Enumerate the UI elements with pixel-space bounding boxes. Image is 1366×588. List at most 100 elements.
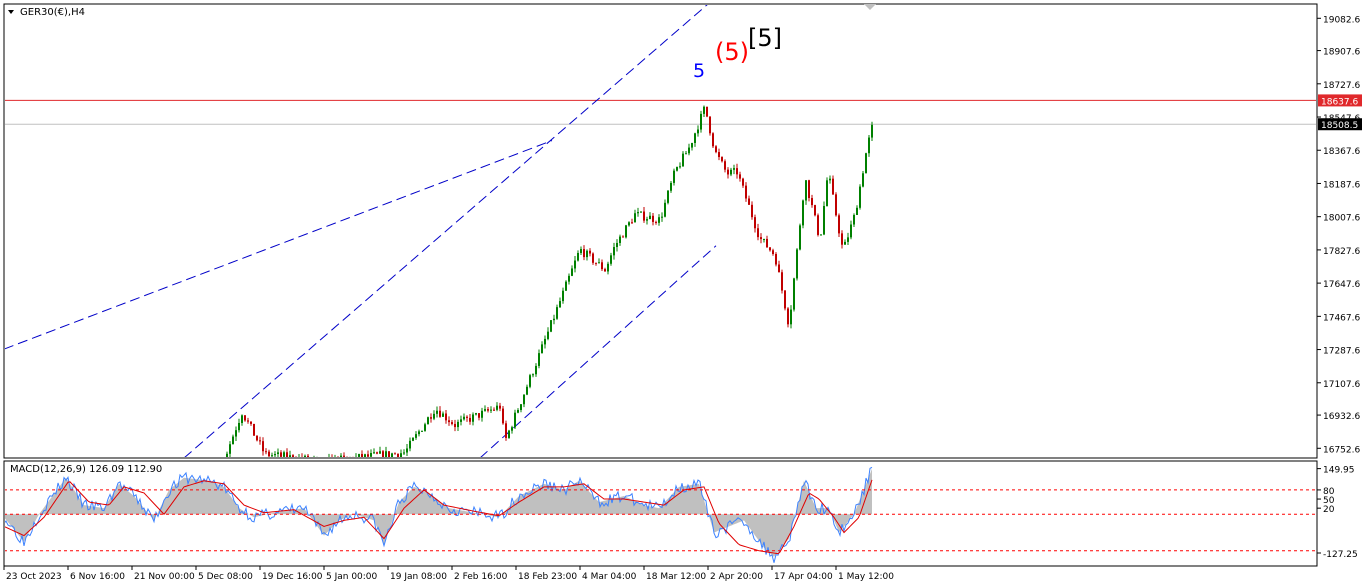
candle-body [508, 430, 510, 438]
candle-body [253, 423, 255, 436]
time-tick-label: 17 Apr 04:00 [774, 572, 833, 582]
time-tick-label: 6 Nov 16:00 [70, 572, 125, 582]
candle-body [556, 307, 558, 319]
candle-body [772, 250, 774, 254]
candle-body [376, 452, 378, 454]
candles-group [226, 105, 873, 457]
candle-body [745, 185, 747, 199]
candle-body [412, 437, 414, 441]
price-tick-label: 16752.6 [1323, 445, 1360, 455]
candle-body [436, 410, 438, 414]
candle-body [712, 133, 714, 147]
candle-body [838, 215, 840, 234]
candle-body [475, 413, 477, 415]
candle-body [394, 453, 396, 455]
candle-body [607, 263, 609, 272]
time-tick-label: 21 Nov 00:00 [134, 572, 195, 582]
candle-body [238, 422, 240, 431]
candle-body [784, 290, 786, 309]
candle-body [856, 207, 858, 215]
candle-body [250, 421, 252, 424]
candle-body [649, 215, 651, 220]
candle-body [679, 166, 681, 168]
candle-body [601, 262, 603, 270]
candle-body [853, 214, 855, 225]
trendline-3[interactable] [480, 245, 717, 458]
candle-body [751, 204, 753, 218]
trendline-2[interactable] [184, 4, 708, 458]
candle-body [691, 143, 693, 148]
macd-line [5, 466, 873, 563]
candle-body [793, 278, 795, 310]
candle-body [289, 455, 291, 457]
candle-body [760, 237, 762, 240]
candle-body [391, 453, 393, 457]
candle-body [589, 250, 591, 254]
price-panel[interactable]: 19082.618907.618727.618547.618367.618187… [3, 3, 1362, 539]
candle-body [718, 152, 720, 158]
candle-body [667, 190, 669, 203]
candle-body [286, 452, 288, 457]
candle-body [265, 451, 267, 453]
candle-body [247, 420, 249, 422]
candle-body [268, 451, 270, 457]
candle-body [262, 441, 264, 452]
dropdown-arrow-icon[interactable] [8, 10, 14, 14]
candle-body [505, 423, 507, 438]
candle-body [736, 168, 738, 175]
candle-body [577, 252, 579, 261]
candle-body [400, 453, 402, 457]
candle-body [730, 169, 732, 175]
candle-body [499, 405, 501, 409]
candle-body [346, 456, 348, 457]
time-tick-label: 19 Jan 08:00 [390, 572, 447, 582]
candle-body [826, 180, 828, 206]
candle-body [688, 147, 690, 154]
candle-body [364, 454, 366, 457]
candle-body [829, 178, 831, 181]
candle-body [655, 221, 657, 223]
candle-body [493, 409, 495, 411]
candle-body [466, 416, 468, 418]
candle-body [862, 173, 864, 187]
candle-body [616, 242, 618, 248]
candle-body [415, 434, 417, 438]
candle-body [628, 222, 630, 226]
candle-body [631, 222, 633, 224]
candle-body [814, 205, 816, 216]
time-tick-label: 5 Jan 00:00 [326, 572, 378, 582]
candle-body [457, 421, 459, 428]
candle-body [610, 255, 612, 264]
candle-body [697, 129, 699, 134]
signal-line [5, 479, 873, 555]
time-tick-label: 1 May 12:00 [838, 572, 894, 582]
scroll-marker-icon[interactable] [864, 4, 876, 10]
trendline-1[interactable] [4, 140, 553, 350]
candle-body [451, 422, 453, 424]
candle-body [547, 331, 549, 339]
candle-body [472, 414, 474, 422]
candle-body [622, 236, 624, 238]
candle-body [868, 137, 870, 154]
time-axis: 23 Oct 2023 6 Nov 16:00 21 Nov 00:00 5 Dec … [3, 566, 894, 582]
macd-title: MACD(12,26,9) 126.09 112.90 [10, 464, 162, 475]
candle-body [277, 452, 279, 455]
candle-body [640, 211, 642, 213]
price-tick-label: 17287.6 [1323, 347, 1360, 357]
candle-body [619, 236, 621, 243]
candle-body [520, 404, 522, 411]
candle-body [244, 415, 246, 421]
candle-body [433, 413, 435, 419]
candle-body [418, 431, 420, 435]
candle-body [538, 353, 540, 366]
price-tick-label: 18187.6 [1323, 180, 1360, 190]
candle-body [709, 116, 711, 134]
price-panel-frame [3, 3, 1318, 459]
candle-body [361, 454, 363, 457]
time-tick-label: 5 Dec 08:00 [198, 572, 253, 582]
candle-body [592, 253, 594, 263]
candle-body [439, 410, 441, 417]
